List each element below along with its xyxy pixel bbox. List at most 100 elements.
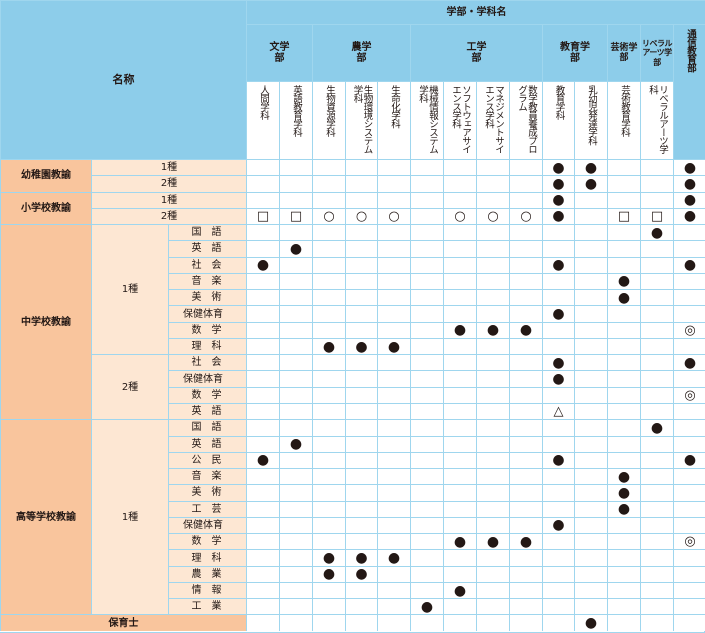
cell-you2-col3: [312, 175, 345, 192]
cell-k1_jouhou-col2: [279, 581, 312, 599]
cell-c2_hoken-col5: [377, 370, 410, 387]
mark-filled: ●: [387, 550, 401, 566]
cell-c2_eigo-col13: [640, 402, 673, 420]
grade-youchien-1: 1種: [91, 159, 246, 176]
grade-shougakkou-2: 2種: [91, 207, 246, 225]
subject-k1-rika: 理科: [168, 549, 246, 566]
mark-filled: ●: [355, 566, 368, 582]
cell-k1_nougyou-col12: [607, 565, 640, 582]
cell-you2-col14: ●: [673, 175, 705, 192]
cell-c1_hoken-col4: [345, 305, 377, 322]
cell-k1_koumin-col4: [345, 451, 377, 469]
subject-c1-hoken: 保健体育: [168, 305, 246, 322]
cell-k1_nougyou-col13: [640, 565, 673, 582]
dept-header-5: 生命化学科: [377, 81, 410, 159]
cell-k1_kokugo-col3: [312, 419, 345, 436]
cell-k1_kougyou-col7: [443, 598, 476, 615]
cell-you2-col7: [443, 175, 476, 192]
cell-you1-col1: [246, 159, 279, 176]
cell-k1_jouhou-col12: [607, 581, 640, 599]
cell-k1_kokugo-col6: [410, 419, 443, 436]
cell-k1_kougei-col10: [542, 500, 574, 517]
cell-k1_bijutsu-col2: [279, 484, 312, 501]
cell-c1_suugaku-col10: [542, 321, 574, 338]
dept-header-12: 芸術教育学科: [607, 81, 640, 159]
cell-c1_rika-col9: [509, 337, 542, 355]
cell-c2_suugaku-col10: [542, 386, 574, 403]
cell-k1_kougyou-col4: [345, 598, 377, 615]
cell-c1_shakai-col14: ●: [673, 256, 705, 273]
cell-c2_eigo-col9: [509, 402, 542, 420]
mark-filled: ●: [322, 338, 336, 355]
cell-k1_kougei-col12: ●: [607, 500, 640, 517]
cell-k1_bijutsu-col4: [345, 484, 377, 501]
cell-k1_kougei-col5: [377, 500, 410, 517]
faculty-header-nou: 農学部: [312, 24, 410, 81]
cell-you2-col4: [345, 175, 377, 192]
cell-c1_hoken-col14: [673, 305, 705, 322]
cell-hoikushi-col2: [279, 614, 312, 631]
cell-k1_ongaku-col7: [443, 468, 476, 485]
cell-c1_bijutsu-col12: ●: [607, 289, 640, 306]
cell-c2_hoken-col7: [443, 370, 476, 387]
mark-filled: ●: [322, 566, 336, 582]
cell-c1_shakai-col5: [377, 256, 410, 273]
cell-k1_kougei-col11: [574, 500, 607, 517]
cell-c1_ongaku-col8: [476, 272, 509, 290]
cell-hoikushi-col12: [607, 614, 640, 631]
cell-c2_hoken-col8: [476, 370, 509, 387]
mark-double-circle: ◎: [684, 387, 696, 403]
mark-circle: ○: [323, 208, 335, 224]
mark-circle: ○: [487, 208, 499, 224]
cell-c2_eigo-col14: [673, 402, 705, 420]
cell-k1_eigo-col3: [312, 435, 345, 452]
cell-c2_suugaku-col6: [410, 386, 443, 403]
cell-c1_bijutsu-col11: [574, 289, 607, 306]
cell-k1_kougei-col4: [345, 500, 377, 517]
cell-sho1-col9: [509, 191, 542, 208]
subject-k1-ongaku: 音楽: [168, 468, 246, 485]
cell-k1_hoken-col1: [246, 516, 279, 534]
cell-k1_koumin-col6: [410, 451, 443, 469]
cell-c1_kokugo-col7: [443, 224, 476, 241]
cell-k1_koumin-col13: [640, 451, 673, 469]
cell-k1_kokugo-col10: [542, 419, 574, 436]
cell-you2-col11: ●: [574, 175, 607, 192]
dept-header-3: 生物資源学科: [312, 81, 345, 159]
cell-c1_suugaku-col8: ●: [476, 321, 509, 338]
cell-k1_ongaku-col11: [574, 468, 607, 485]
cell-k1_eigo-col11: [574, 435, 607, 452]
cell-c1_kokugo-col14: [673, 224, 705, 241]
cell-c2_shakai-col5: [377, 354, 410, 371]
faculty-header-kou: 工学部: [410, 24, 542, 81]
cell-c1_suugaku-col4: [345, 321, 377, 338]
cell-c1_bijutsu-col9: [509, 289, 542, 306]
cell-k1_hoken-col6: [410, 516, 443, 534]
cell-c1_kokugo-col1: [246, 224, 279, 241]
cell-you2-col5: [377, 175, 410, 192]
cell-you2-col1: [246, 175, 279, 192]
cell-c2_shakai-col6: [410, 354, 443, 371]
cell-you1-col9: [509, 159, 542, 176]
grade-koutou-1: 1種: [91, 419, 168, 615]
cell-c1_shakai-col8: [476, 256, 509, 273]
mark-filled: ●: [650, 224, 664, 241]
cell-k1_ongaku-col8: [476, 468, 509, 485]
cell-k1_nougyou-col9: [509, 565, 542, 582]
cell-k1_rika-col13: [640, 549, 673, 566]
cell-c1_shakai-col7: [443, 256, 476, 273]
cell-k1_kokugo-col12: [607, 419, 640, 436]
mark-filled: ●: [617, 273, 631, 290]
category-shougakkou: 小学校教諭: [0, 191, 91, 225]
cell-k1_eigo-col7: [443, 435, 476, 452]
cell-c1_rika-col8: [476, 337, 509, 355]
mark-filled: ●: [584, 615, 598, 631]
cell-c1_ongaku-col5: [377, 272, 410, 290]
cell-c2_eigo-col11: [574, 402, 607, 420]
cell-c2_eigo-col5: [377, 402, 410, 420]
cell-c1_hoken-col3: [312, 305, 345, 322]
mark-filled: ●: [453, 582, 467, 599]
dept-header-9: 数学教員養成プログラム: [509, 81, 542, 159]
cell-k1_bijutsu-col10: [542, 484, 574, 501]
